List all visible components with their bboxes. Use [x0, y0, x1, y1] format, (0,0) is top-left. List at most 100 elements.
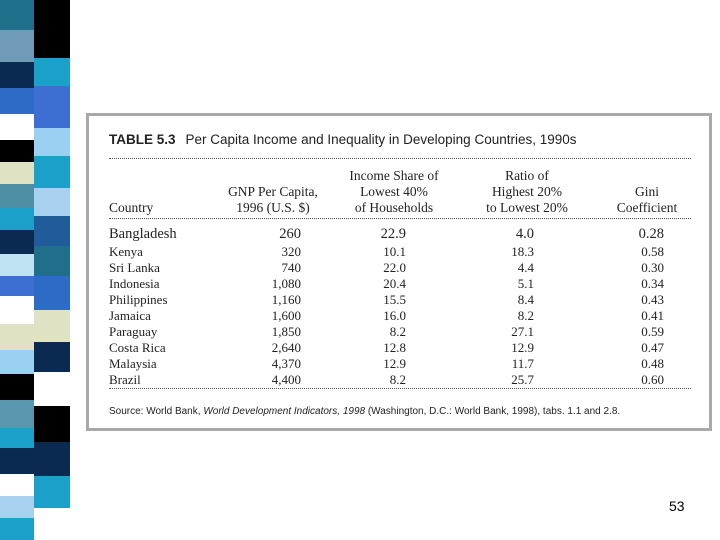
table-cell-share: 22.9 [380, 226, 406, 242]
table-cell-ratio: 11.7 [511, 356, 534, 371]
table-cell-country: Costa Rica [109, 340, 166, 355]
table-cell-share: 22.0 [383, 260, 406, 275]
strip-block [0, 324, 34, 350]
strip-block [0, 496, 34, 518]
table-cell-gnp: 260 [279, 226, 301, 242]
strip-block [34, 276, 70, 310]
strip-block [0, 374, 34, 400]
table-cell-ratio: 27.1 [511, 324, 534, 339]
strip-block [34, 128, 70, 156]
column-header-line: Income Share of [349, 168, 439, 183]
table-cell-gnp: 1,080 [271, 276, 301, 291]
table-cell-gini: 0.59 [641, 324, 664, 339]
strip-block [0, 0, 34, 30]
table-bottom-rule [109, 388, 691, 389]
table-cell-gnp: 1,850 [271, 324, 301, 339]
table-cell-ratio: 25.7 [511, 372, 534, 387]
strip-block [34, 246, 70, 276]
table-source-note: Source: World Bank, World Development In… [109, 406, 620, 417]
header-bottom-rule [109, 218, 691, 219]
table-cell-gnp: 1,600 [271, 308, 301, 323]
column-header-line: Coefficient [616, 200, 678, 215]
strip-block [34, 406, 70, 442]
table-cell-country: Sri Lanka [109, 260, 160, 275]
source-suffix: (Washington, D.C.: World Bank, 1998), ta… [365, 406, 621, 417]
strip-block [0, 184, 34, 208]
strip-block [34, 342, 70, 372]
strip-block [34, 0, 70, 58]
strip-block [0, 162, 34, 184]
table-cell-share: 8.2 [389, 324, 406, 339]
column-header-line: Country [109, 200, 154, 215]
strip-block [0, 296, 34, 324]
table-cell-ratio: 12.9 [511, 340, 534, 355]
table-cell-country: Philippines [109, 292, 168, 307]
strip-block [0, 254, 34, 276]
source-title: World Development Indicators, 1998 [203, 406, 366, 417]
table-cell-share: 20.4 [383, 276, 406, 291]
table-cell-country: Paraguay [109, 324, 158, 339]
table-cell-gini: 0.48 [641, 356, 664, 371]
strip-block [34, 86, 70, 128]
table-cell-ratio: 4.4 [517, 260, 534, 275]
strip-block [0, 518, 34, 540]
strip-block [34, 508, 70, 540]
strip-block [34, 310, 70, 342]
table-cell-gini: 0.60 [641, 372, 664, 387]
table-cell-country: Malaysia [109, 356, 157, 371]
strip-block [0, 230, 34, 254]
source-prefix: Source: World Bank, [109, 406, 204, 417]
strip-block [0, 114, 34, 140]
header-top-rule [109, 158, 691, 159]
table-cell-country: Indonesia [109, 276, 160, 291]
strip-block [0, 400, 34, 428]
column-header-line: Lowest 40% [360, 184, 428, 199]
table-cell-share: 10.1 [383, 244, 406, 259]
strip-block [0, 30, 34, 62]
strip-block [34, 372, 70, 406]
table-cell-share: 12.9 [383, 356, 406, 371]
strip-block [34, 442, 70, 476]
table-label: TABLE 5.3 [109, 132, 176, 147]
table-cell-country: Bangladesh [109, 226, 177, 242]
strip-block [0, 88, 34, 114]
strip-block [0, 428, 34, 448]
decorative-color-strip [0, 0, 70, 540]
strip-block [34, 58, 70, 86]
column-header: Income Share of Lowest 40% of Households [329, 168, 459, 216]
table-cell-gini: 0.28 [638, 226, 664, 242]
table-caption: Per Capita Income and Inequality in Deve… [185, 132, 577, 147]
table-cell-gini: 0.47 [641, 340, 664, 355]
table-cell-share: 12.8 [383, 340, 406, 355]
column-header: Gini Coefficient [597, 184, 697, 216]
column-header: Country [109, 200, 219, 216]
strip-block [0, 62, 34, 88]
strip-block [34, 476, 70, 508]
strip-block [0, 448, 34, 474]
column-header: Ratio of Highest 20% to Lowest 20% [467, 168, 587, 216]
strip-block [0, 474, 34, 496]
table-cell-share: 15.5 [383, 292, 406, 307]
table-cell-ratio: 18.3 [511, 244, 534, 259]
table-cell-gini: 0.34 [641, 276, 664, 291]
column-header-line: GNP Per Capita, [228, 184, 318, 199]
table-cell-gini: 0.58 [641, 244, 664, 259]
table-cell-gnp: 2,640 [271, 340, 301, 355]
table-cell-gnp: 1,160 [271, 292, 301, 307]
column-header-line: to Lowest 20% [486, 200, 568, 215]
table-cell-gnp: 4,370 [271, 356, 301, 371]
table-cell-country: Kenya [109, 244, 143, 259]
column-header-line: Highest 20% [491, 184, 563, 199]
table-cell-gnp: 4,400 [271, 372, 301, 387]
table-title: TABLE 5.3 Per Capita Income and Inequalit… [109, 132, 577, 147]
table-cell-ratio: 8.2 [517, 308, 534, 323]
column-header-line: Ratio of [505, 168, 549, 183]
table-cell-ratio: 8.4 [517, 292, 534, 307]
strip-block [34, 188, 70, 216]
strip-block [0, 350, 34, 374]
table-cell-gini: 0.30 [641, 260, 664, 275]
table-cell-share: 16.0 [383, 308, 406, 323]
table-cell-gnp: 320 [281, 244, 302, 259]
table-cell-gini: 0.41 [641, 308, 664, 323]
table-cell-ratio: 5.1 [517, 276, 534, 291]
